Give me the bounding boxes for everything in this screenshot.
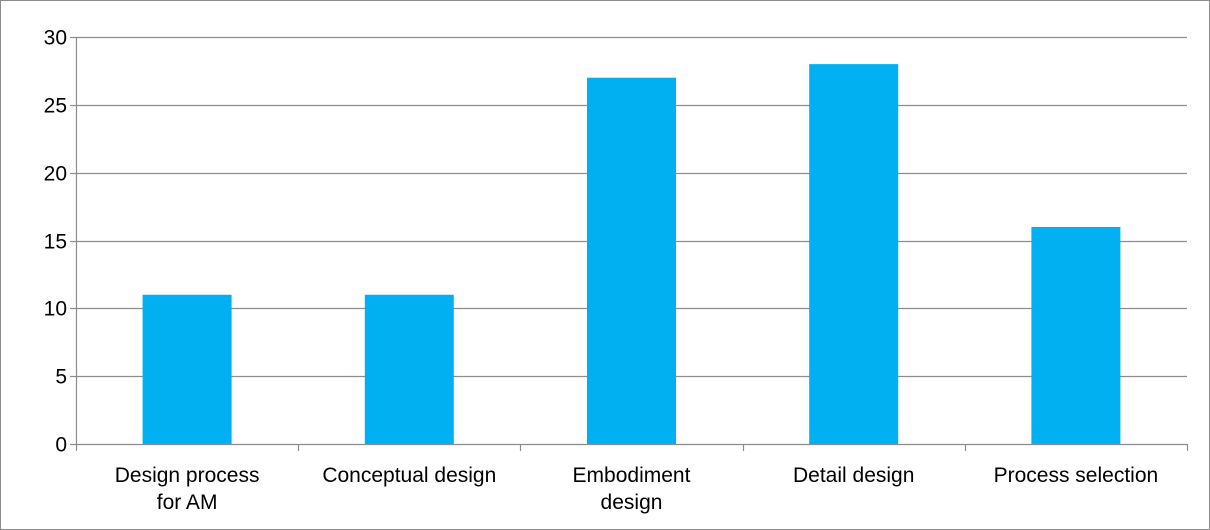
bar [142,294,232,444]
bar [809,64,899,444]
x-tick-label: Embodiment design [573,464,691,514]
bars [142,64,1121,444]
bar [587,77,676,444]
x-tick-label: Conceptual design [322,464,496,487]
y-tick-label: 25 [44,95,67,118]
axes [70,36,1189,451]
y-tick-label: 10 [44,298,67,321]
x-tick-label: Detail design [793,464,914,487]
y-tick-label: 30 [44,27,67,50]
bar [364,294,454,444]
y-tick-labels: 0 5 10 15 20 25 30 [44,27,67,457]
x-tick-labels: Design process for AM Conceptual design Emb… [115,464,1158,514]
x-tick-label: Design process for AM [115,464,260,514]
y-tick-label: 0 [55,434,67,457]
y-tick-label: 15 [44,231,67,254]
y-tick-label: 5 [55,366,67,389]
x-tick-label: Process selection [994,464,1159,487]
bar [1031,226,1121,444]
y-tick-label: 20 [44,163,67,186]
